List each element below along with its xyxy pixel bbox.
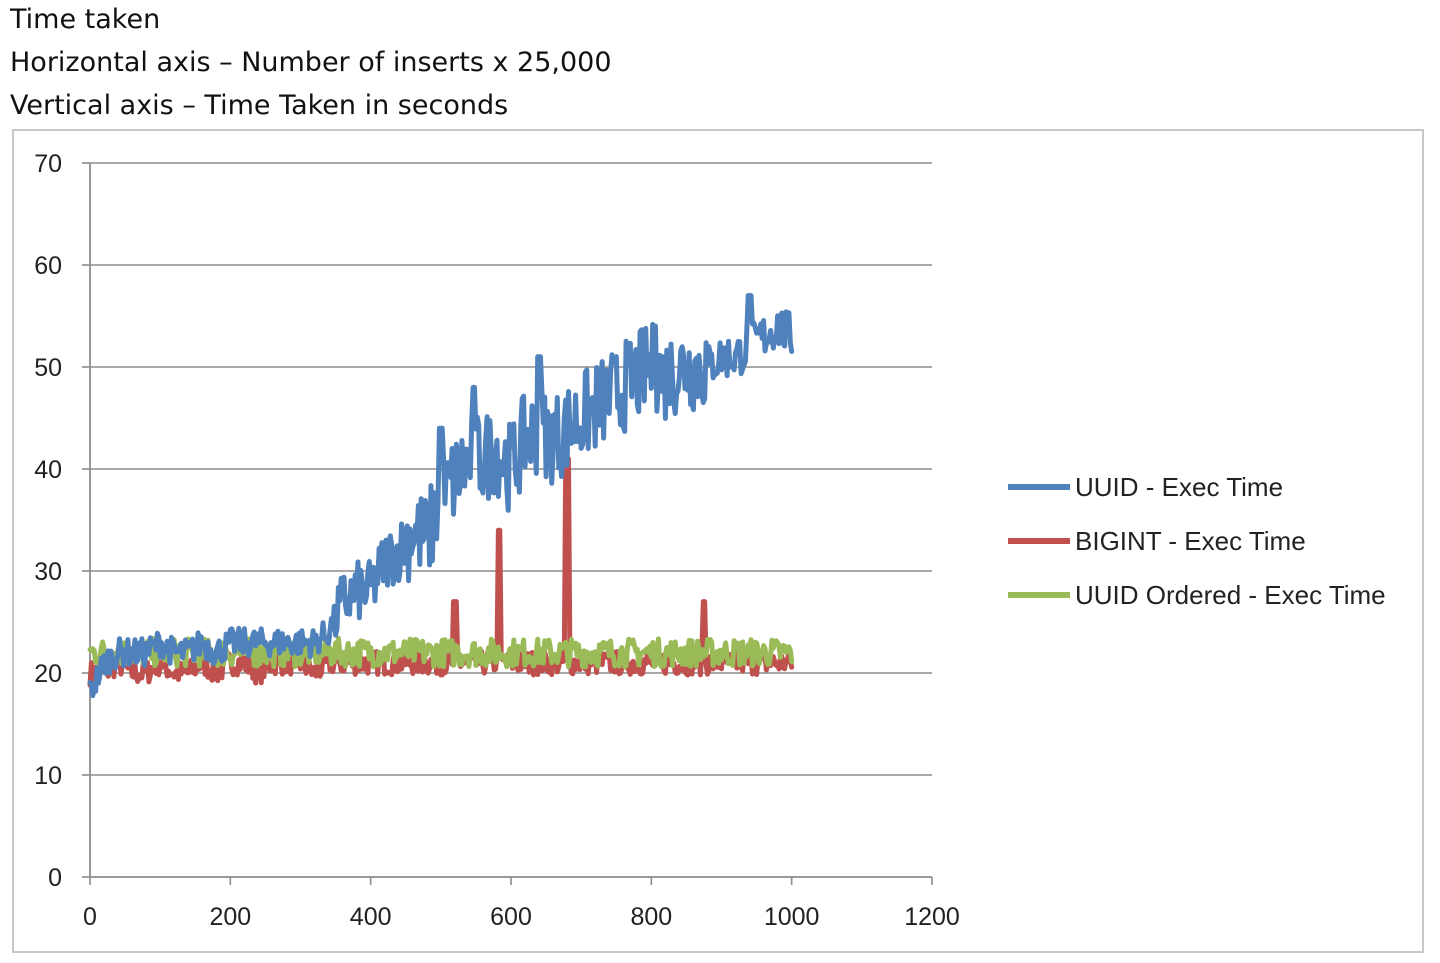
chart-frame	[12, 129, 1424, 953]
x-tick-label: 1000	[764, 903, 820, 931]
legend-label: UUID Ordered - Exec Time	[1075, 580, 1386, 610]
x-tick-label: 200	[209, 903, 251, 931]
axes: 0 10 20 30 40 50 60 70 0 200 400 600 800 1000 1200	[34, 150, 960, 931]
x-tick-label: 800	[630, 903, 672, 931]
y-tick-label: 20	[34, 660, 62, 688]
y-tick-label: 60	[34, 252, 62, 280]
legend: UUID - Exec Time BIGINT - Exec Time UUID O…	[1008, 472, 1386, 610]
legend-label: BIGINT - Exec Time	[1075, 526, 1306, 556]
caption-horizontal-axis: Horizontal axis – Number of inserts x 25…	[10, 47, 612, 78]
y-tick-label: 10	[34, 762, 62, 790]
y-tick-label: 40	[34, 456, 62, 484]
x-tick-label: 0	[83, 903, 97, 931]
caption-title: Time taken	[10, 4, 161, 35]
series-line-bigint-exec-time	[87, 456, 795, 688]
series-lines	[87, 293, 795, 699]
y-tick-label: 50	[34, 354, 62, 382]
y-tick-label: 0	[48, 864, 62, 892]
series-line-uuid-exec-time	[87, 293, 795, 699]
legend-label: UUID - Exec Time	[1075, 472, 1283, 502]
caption-vertical-axis: Vertical axis – Time Taken in seconds	[10, 90, 509, 121]
x-tick-label: 600	[490, 903, 532, 931]
x-tick-label: 400	[350, 903, 392, 931]
y-tick-label: 70	[34, 150, 62, 178]
y-tick-label: 30	[34, 558, 62, 586]
x-tick-label: 1200	[904, 903, 960, 931]
